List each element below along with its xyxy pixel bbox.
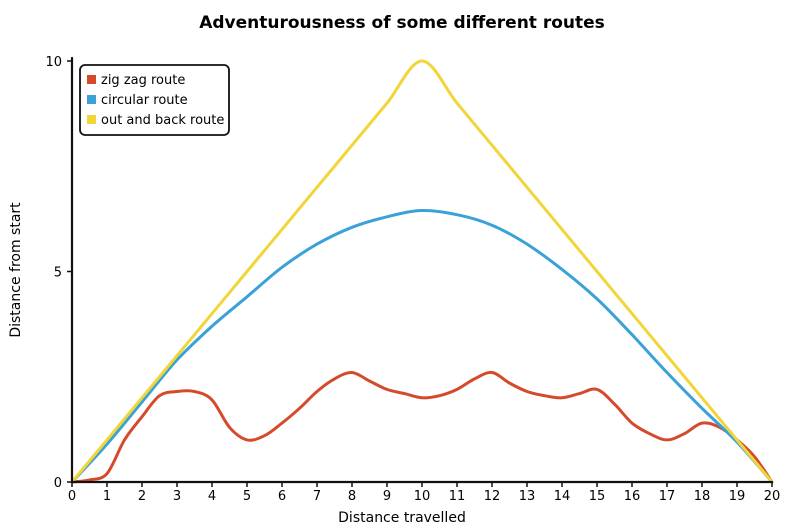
x-tick-label-16: 16 [624, 489, 641, 504]
legend-box [79, 64, 230, 136]
x-tick-label-0: 0 [68, 489, 76, 504]
y-tick-label-2: 10 [45, 55, 62, 70]
x-tick-label-5: 5 [243, 489, 251, 504]
x-tick-label-1: 1 [103, 489, 111, 504]
x-tick-label-4: 4 [208, 489, 216, 504]
x-tick-label-10: 10 [414, 489, 431, 504]
x-tick-label-19: 19 [729, 489, 746, 504]
chart-title: Adventurousness of some different routes [199, 13, 605, 33]
x-axis-label: Distance travelled [338, 510, 466, 526]
x-tick-label-8: 8 [348, 489, 356, 504]
x-tick-label-9: 9 [383, 489, 391, 504]
series-line-1 [70, 208, 774, 484]
x-tick-label-14: 14 [554, 489, 571, 504]
x-tick-label-18: 18 [694, 489, 711, 504]
x-tick-label-12: 12 [484, 489, 501, 504]
x-tick-label-6: 6 [278, 489, 286, 504]
x-tick-label-15: 15 [589, 489, 606, 504]
x-tick-label-3: 3 [173, 489, 181, 504]
y-tick-label-1: 5 [54, 266, 62, 281]
y-axis-label: Distance from start [8, 202, 24, 338]
series-line-0 [70, 370, 774, 484]
legend-label-2: out and back route [101, 113, 224, 128]
legend-label-0: zig zag route [101, 73, 185, 88]
legend-swatch-0 [87, 75, 96, 84]
y-ticks: 0 5 10 [45, 55, 72, 491]
series-line-2 [70, 59, 774, 484]
x-tick-label-13: 13 [519, 489, 536, 504]
x-tick-label-7: 7 [313, 489, 321, 504]
x-tick-label-17: 17 [659, 489, 676, 504]
legend: zig zag route circular route out and back … [79, 64, 230, 136]
series-layer [70, 59, 774, 484]
x-tick-label-2: 2 [138, 489, 146, 504]
legend-label-1: circular route [101, 93, 188, 108]
x-tick-label-11: 11 [449, 489, 466, 504]
y-tick-label-0: 0 [54, 476, 62, 491]
x-tick-label-20: 20 [764, 489, 781, 504]
legend-swatch-2 [87, 115, 96, 124]
legend-swatch-1 [87, 95, 96, 104]
x-ticks: 0 1 2 3 4 5 6 7 8 9 10 11 12 13 14 15 16 17 18 19 20 [68, 482, 780, 504]
